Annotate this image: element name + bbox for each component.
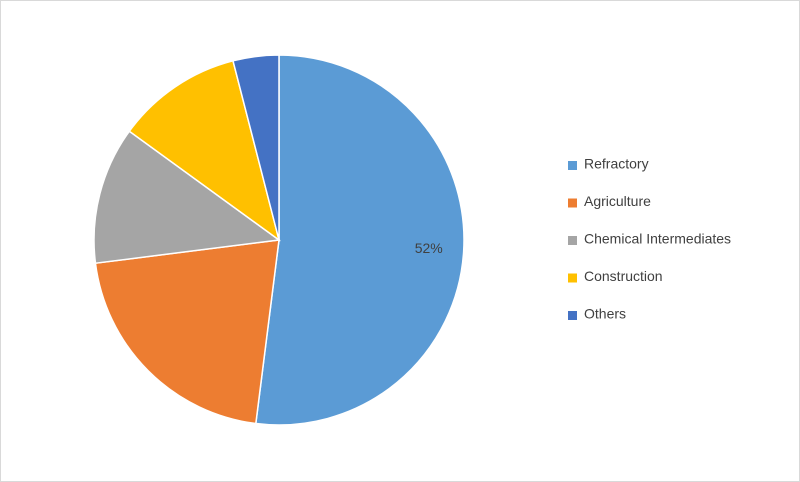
legend-swatch (568, 311, 577, 320)
legend-swatch (568, 161, 577, 170)
pie-slice (254, 54, 465, 426)
legend-label: Others (584, 306, 626, 322)
legend-label: Refractory (584, 156, 649, 172)
legend-label: Construction (584, 268, 663, 284)
pie-slice (93, 130, 281, 265)
legend-swatch (568, 273, 577, 283)
legend-label: Chemical Intermediates (584, 231, 731, 247)
legend-label: Agriculture (584, 193, 651, 209)
legend-swatch (568, 236, 577, 245)
pie-slice (128, 59, 281, 242)
data-label: 52% (415, 240, 443, 256)
pie-slice (94, 239, 280, 425)
pie-slice (232, 54, 280, 241)
legend-swatch (568, 198, 577, 208)
